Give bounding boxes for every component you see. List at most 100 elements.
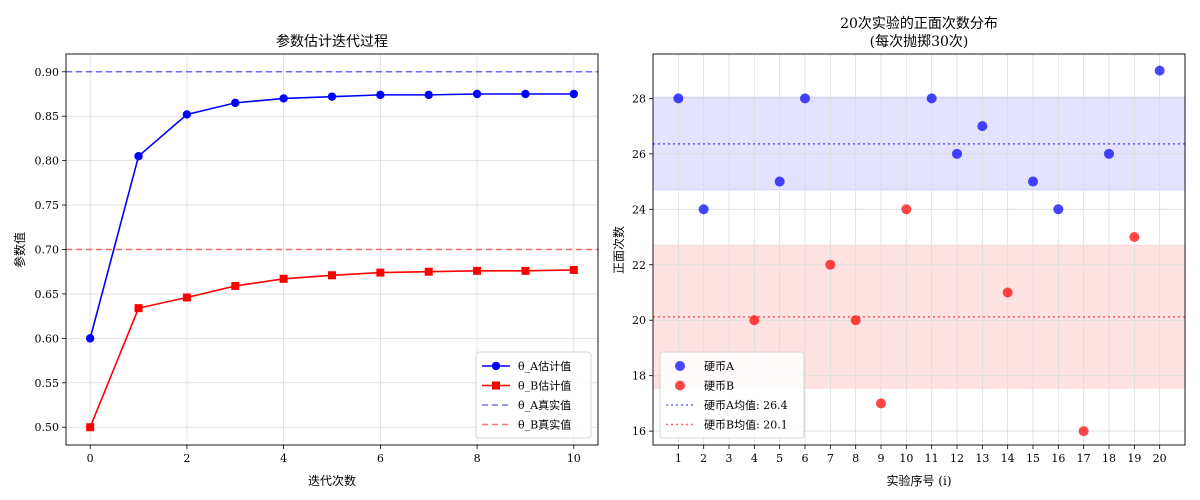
y-tick-label: 0.85 [35, 110, 60, 123]
legend-label: 硬币A [704, 360, 735, 373]
iteration-x-axis-label: 迭代次数 [308, 473, 356, 488]
x-tick-label: 4 [280, 452, 287, 465]
y-tick-label: 0.80 [35, 155, 60, 168]
iteration-y-ticks: 0.50 0.55 0.60 0.65 0.70 0.75 0.80 0.85 0.90 [35, 66, 66, 434]
coin-b-point [901, 204, 912, 215]
coin-a-point [1053, 204, 1064, 215]
theta-b-point [328, 271, 336, 280]
coin-a-point [977, 121, 988, 132]
iteration-series [85, 89, 579, 432]
theta-a-point [182, 110, 192, 119]
legend-marker [492, 381, 500, 390]
coin-a-point [673, 93, 684, 104]
legend-coin-a-mean: 硬币A均值: 26.4 [666, 399, 788, 412]
y-tick-label: 0.65 [35, 288, 60, 301]
legend-coin-a: 硬币A [675, 360, 735, 373]
x-tick-label: 0 [87, 452, 94, 465]
coin-b-point [749, 315, 760, 326]
x-tick-label: 10 [567, 452, 581, 465]
x-tick-label: 6 [377, 452, 384, 465]
x-tick-label: 19 [1127, 452, 1141, 465]
iteration-chart: 0 2 4 6 8 10 0.50 0.55 0.60 0.65 0.70 0.75 0.80 0.85… [12, 33, 599, 488]
x-tick-label: 9 [878, 452, 885, 465]
coin-a-point [1104, 148, 1114, 159]
scatter-x-axis-label: 实验序号 (i) [886, 473, 951, 488]
coin-b-point [876, 398, 886, 409]
coin-a-point [774, 176, 785, 187]
coin-a-point [1154, 65, 1165, 76]
legend-label: θ_B真实值 [518, 418, 571, 432]
theta-b-point [86, 423, 95, 432]
legend-label: 硬币B均值: 20.1 [704, 419, 788, 432]
legend-label: 硬币A均值: 26.4 [704, 399, 788, 412]
y-tick-label: 0.75 [35, 199, 60, 212]
theta-a-point [134, 151, 143, 161]
y-tick-label: 28 [632, 92, 646, 105]
y-tick-label: 0.90 [35, 66, 60, 79]
theta-b-point [231, 281, 240, 290]
theta-b-point [569, 265, 578, 274]
theta-a-point [424, 90, 433, 100]
coin-b-point [850, 315, 861, 326]
y-tick-label: 0.70 [35, 244, 60, 257]
x-tick-label: 3 [726, 452, 733, 465]
legend-label: θ_B估计值 [518, 380, 571, 393]
x-tick-label: 1 [675, 452, 682, 465]
scatter-plot-border [652, 53, 1186, 446]
coin-b-point [1078, 426, 1089, 437]
legend-theta-b-true: θ_B真实值 [482, 418, 571, 432]
y-tick-label: 0.60 [35, 332, 60, 345]
y-tick-label: 24 [632, 203, 646, 216]
y-tick-label: 20 [632, 314, 646, 327]
theta-a-point [569, 89, 579, 99]
coin-a-point [926, 93, 937, 104]
x-tick-label: 8 [852, 452, 859, 465]
scatter-legend: 硬币A 硬币B 硬币A均值: 26.4 硬币B均值: 20.1 [659, 351, 805, 439]
legend-theta-a-true: θ_A真实值 [482, 398, 571, 412]
theta-a-point [376, 90, 385, 100]
theta-b-point [473, 266, 482, 275]
iteration-legend: θ_A估计值 θ_B估计值 θ_A真实值 θ_B真实值 [475, 351, 592, 439]
x-tick-label: 20 [1153, 452, 1167, 465]
legend-theta-a-estimate: θ_A估计值 [482, 360, 571, 373]
coin-b-point [825, 259, 836, 270]
legend-box [475, 351, 592, 439]
coin-scatter-chart: 1 2 3 4 5 6 7 8 9 10 11 12 13 14 15 16 17 18 19 20 16182022… [611, 16, 1186, 488]
scatter-points [673, 65, 1165, 437]
iteration-y-axis-label: 参数值 [12, 232, 27, 268]
legend-label: 硬币B [704, 380, 734, 393]
x-tick-label: 11 [925, 452, 939, 465]
theta-b-point [424, 267, 433, 276]
x-tick-label: 2 [183, 452, 190, 465]
theta-b-point [134, 304, 143, 313]
x-tick-label: 18 [1102, 452, 1116, 465]
iteration-reference-lines [66, 71, 598, 251]
x-tick-label: 8 [474, 452, 481, 465]
theta-a-point [327, 92, 337, 101]
y-tick-label: 16 [632, 425, 646, 438]
theta-b-point [521, 266, 530, 275]
x-tick-label: 16 [1051, 452, 1065, 465]
scatter-y-axis-label: 正面次数 [611, 226, 626, 274]
scatter-mean-lines [653, 143, 1185, 318]
coin-a-point [800, 93, 810, 104]
x-tick-label: 4 [751, 452, 758, 465]
theta-b-point [376, 268, 385, 277]
legend-marker [491, 361, 501, 371]
legend-coin-b-mean: 硬币B均值: 20.1 [666, 419, 788, 432]
scatter-chart-subtitle: (每次抛掷30次) [870, 34, 969, 50]
legend-label: θ_A真实值 [518, 398, 571, 412]
legend-marker [675, 380, 685, 391]
scatter-y-ticks: 16 18 20 22 24 26 28 [632, 92, 653, 438]
x-tick-label: 10 [899, 452, 913, 465]
coin-b-point [1002, 287, 1013, 298]
coin-a-point [1028, 176, 1038, 187]
theta-a-point [231, 98, 240, 108]
scatter-chart-title: 20次实验的正面次数分布 [840, 16, 998, 32]
x-tick-label: 5 [776, 452, 783, 465]
x-tick-label: 15 [1026, 452, 1040, 465]
legend-box [659, 351, 805, 439]
legend-coin-b: 硬币B [675, 380, 734, 393]
theta-a-point [85, 334, 95, 343]
